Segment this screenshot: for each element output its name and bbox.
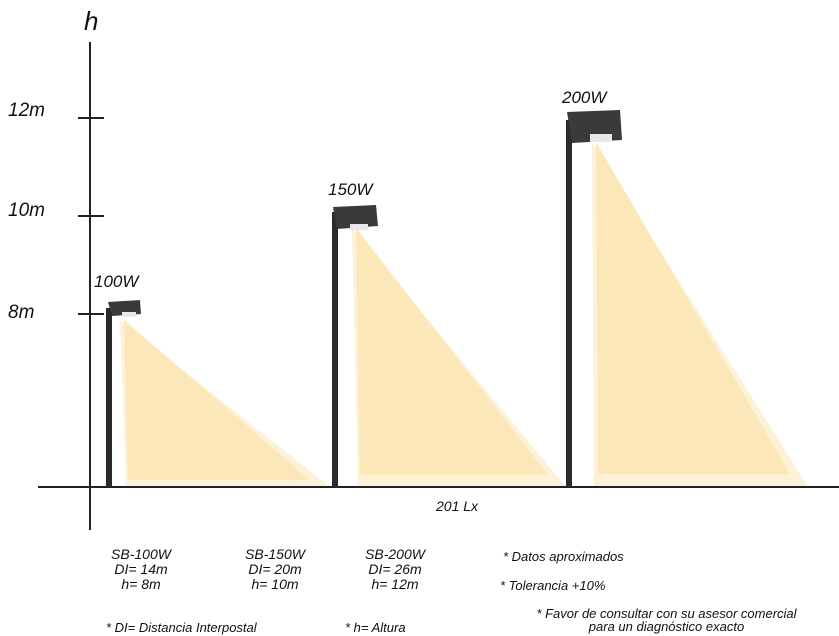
watt-label-200w: 200W xyxy=(562,88,607,107)
note-h-definition: * h= Altura xyxy=(345,620,406,635)
lux-label: 201 Lx xyxy=(436,498,479,514)
light-cone-200w xyxy=(592,142,808,487)
note-tolerance: * Tolerancia +10% xyxy=(500,578,606,593)
watt-label-150w: 150W xyxy=(328,180,373,199)
note-approx: * Datos aproximados xyxy=(503,549,624,564)
luminaire-150w xyxy=(333,205,378,230)
spec-height: h= 12m xyxy=(371,576,419,592)
note-di-definition: * DI= Distancia Interpostal xyxy=(106,620,257,635)
pole-100w xyxy=(106,308,112,487)
spec-100w: SB-100W DI= 14m h= 8m xyxy=(86,547,196,592)
spec-distance: DI= 20m xyxy=(248,561,302,577)
watt-label-100w: 100W xyxy=(94,272,139,291)
spec-distance: DI= 14m xyxy=(114,561,168,577)
spec-150w: SB-150W DI= 20m h= 10m xyxy=(220,547,330,592)
pole-150w xyxy=(332,212,338,487)
tick-label-12m: 12m xyxy=(8,100,45,121)
luminaire-200w xyxy=(567,110,622,143)
spec-height: h= 10m xyxy=(251,576,299,592)
tick-label-10m: 10m xyxy=(8,200,45,221)
spec-model: SB-100W xyxy=(111,546,171,562)
tick-label-8m: 8m xyxy=(8,302,35,323)
spec-200w: SB-200W DI= 26m h= 12m xyxy=(340,547,450,592)
light-cone-100w xyxy=(120,320,330,487)
spec-model: SB-150W xyxy=(245,546,305,562)
light-cone-150w xyxy=(352,228,566,487)
luminaire-100w xyxy=(108,300,141,317)
note-consult-line2: para un diagnóstico exacto xyxy=(588,619,745,634)
note-consult: * Favor de consultar con su asesor comer… xyxy=(494,607,839,633)
spec-height: h= 8m xyxy=(121,576,161,592)
pole-200w xyxy=(566,120,572,487)
y-axis-label: h xyxy=(84,6,99,36)
spec-model: SB-200W xyxy=(365,546,425,562)
spec-distance: DI= 26m xyxy=(368,561,422,577)
note-consult-line1: * Favor de consultar con su asesor comer… xyxy=(536,606,797,621)
